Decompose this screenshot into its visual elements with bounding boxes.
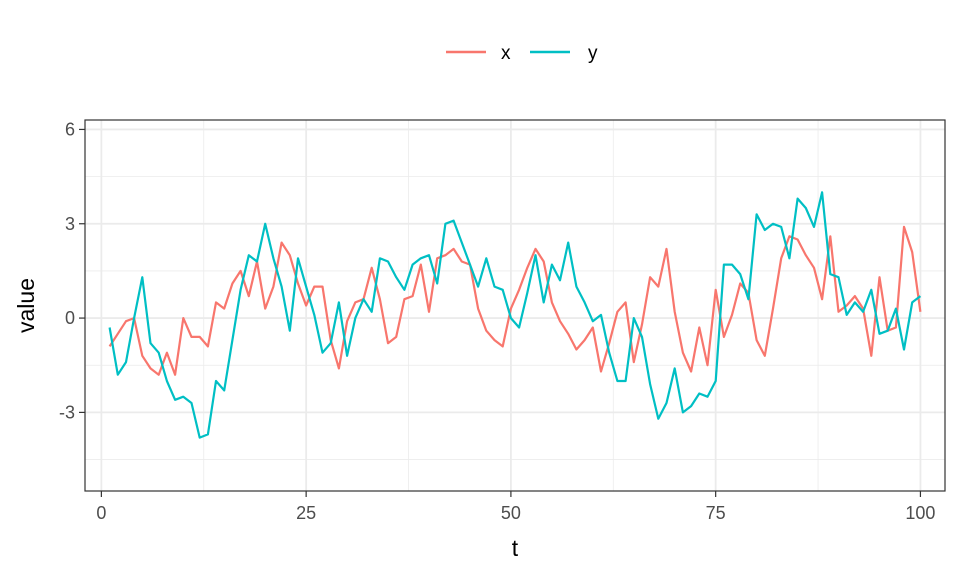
y-tick-label: 6 <box>65 119 75 139</box>
x-tick-label: 50 <box>501 503 521 523</box>
x-tick-label: 75 <box>706 503 726 523</box>
x-axis: 0 25 50 75 100 <box>96 491 935 523</box>
x-axis-title: t <box>512 535 519 561</box>
legend-label-y: y <box>588 43 598 64</box>
y-tick-label: 3 <box>65 214 75 234</box>
x-tick-label: 25 <box>296 503 316 523</box>
major-gridlines <box>85 120 945 491</box>
y-axis: -3 0 3 6 <box>59 119 85 422</box>
series-lines <box>108 191 922 439</box>
legend-label-x: x <box>501 43 511 64</box>
y-axis-title: value <box>13 278 39 333</box>
plot-panel-border <box>84 119 946 492</box>
minor-gridlines <box>85 120 945 491</box>
x-tick-label: 100 <box>905 503 935 523</box>
y-tick-label: -3 <box>59 402 75 422</box>
series-line-x <box>108 225 922 376</box>
x-tick-label: 0 <box>96 503 106 523</box>
legend: x y <box>446 43 598 64</box>
series-line-y <box>108 191 922 439</box>
y-tick-label: 0 <box>65 308 75 328</box>
